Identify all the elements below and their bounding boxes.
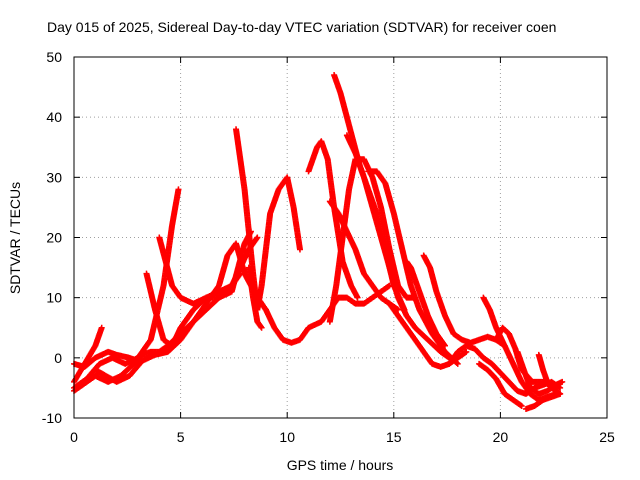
y-axis-title: SDTVAR / TECUs (7, 182, 23, 294)
x-tick-label: 5 (177, 429, 185, 445)
y-tick-label: 50 (46, 49, 62, 65)
data-point (254, 234, 261, 241)
y-tick-label: 40 (46, 109, 62, 125)
series-track-24 (514, 348, 566, 397)
axis-ticks: 0 5 10 15 20 25 -10 0 10 20 30 40 50 (42, 49, 615, 445)
x-tick-label: 20 (493, 429, 509, 445)
series-track-26 (535, 351, 564, 397)
series-track-21 (476, 360, 525, 409)
series-track-08 (233, 126, 303, 313)
x-tick-label: 15 (386, 429, 402, 445)
y-tick-label: 0 (54, 350, 62, 366)
y-tick-label: -10 (42, 410, 62, 426)
data-point (518, 402, 525, 409)
y-tick-label: 10 (46, 290, 62, 306)
x-tick-label: 0 (70, 429, 78, 445)
chart-title: Day 015 of 2025, Sidereal Day-to-day VTE… (47, 19, 556, 35)
series-track-17 (386, 300, 470, 370)
series-track-09 (245, 264, 265, 331)
x-axis-title: GPS time / hours (287, 457, 394, 473)
data-point (258, 324, 265, 331)
y-tick-label: 20 (46, 230, 62, 246)
data-point (441, 342, 448, 349)
data-points (71, 72, 566, 412)
series-track-18 (403, 258, 448, 349)
data-point (98, 324, 105, 331)
data-point (463, 348, 470, 355)
data-point (354, 294, 361, 301)
x-tick-label: 10 (279, 429, 295, 445)
data-point (296, 246, 303, 253)
data-point (557, 390, 564, 397)
series-track-15 (343, 132, 453, 361)
data-point (175, 186, 182, 193)
data-point (559, 378, 566, 385)
y-tick-label: 30 (46, 169, 62, 185)
x-tick-label: 25 (599, 429, 615, 445)
data-point (454, 360, 461, 367)
